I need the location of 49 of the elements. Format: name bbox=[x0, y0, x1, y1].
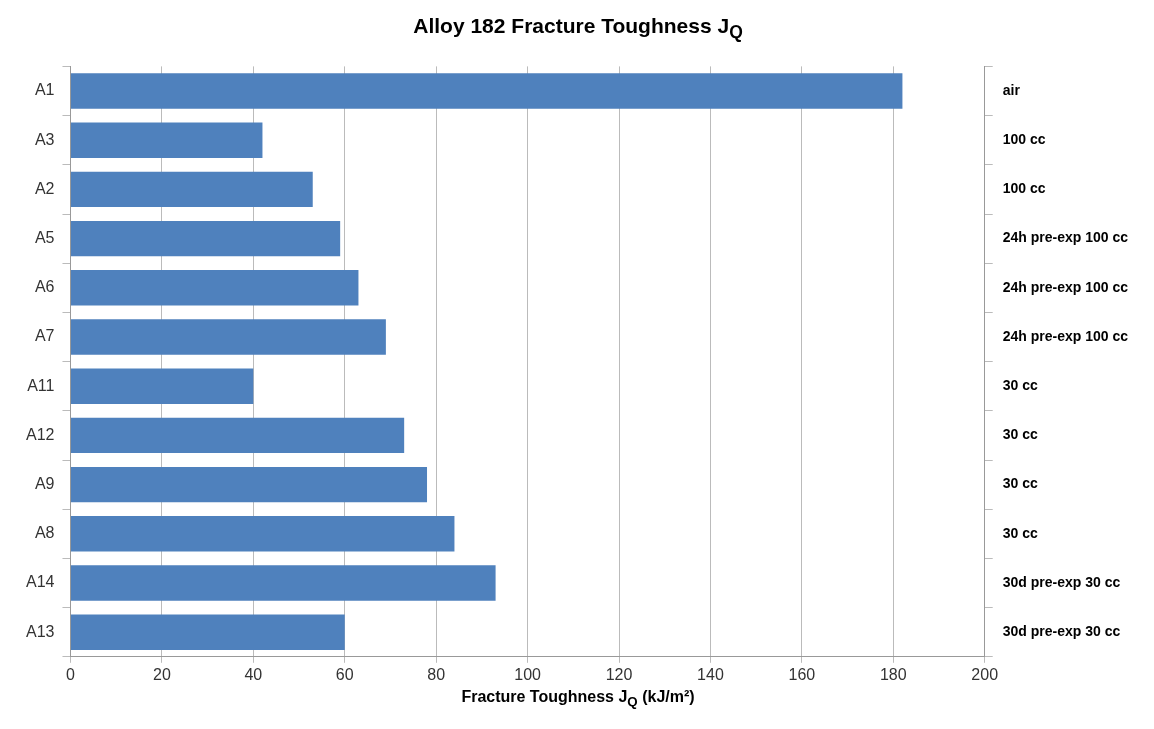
bar bbox=[70, 270, 359, 306]
x-tick-label: 180 bbox=[879, 665, 907, 683]
y2-tick-label: 30 cc bbox=[1002, 426, 1038, 443]
y-tick-label: A14 bbox=[26, 573, 55, 591]
bar bbox=[70, 466, 428, 503]
y-tick-label: A2 bbox=[34, 179, 55, 197]
x-tick-label: 120 bbox=[605, 665, 633, 683]
bar bbox=[70, 73, 903, 109]
x-tick-label: 80 bbox=[427, 665, 446, 683]
x-axis-title: Fracture Toughness J$_{Q}$ (kJ/m²) bbox=[460, 688, 696, 710]
y2-tick-label: 30 cc bbox=[1002, 377, 1038, 394]
x-tick-label: 0 bbox=[66, 665, 76, 683]
y2-tick-label: 24h pre-exp 100 cc bbox=[1002, 229, 1129, 246]
chart-title: Alloy 182 Fracture Toughness J$_{Q}$ bbox=[412, 13, 744, 45]
y-tick-label: A8 bbox=[34, 524, 55, 542]
y-tick-label: A6 bbox=[34, 278, 55, 296]
bar bbox=[70, 565, 496, 601]
bar bbox=[70, 417, 405, 454]
y-tick-label: A7 bbox=[34, 327, 55, 345]
y-tick-label: A1 bbox=[34, 81, 55, 99]
bar bbox=[70, 122, 263, 158]
y2-tick-label: 30d pre-exp 30 cc bbox=[1002, 573, 1121, 590]
x-tick-label: 60 bbox=[335, 665, 354, 683]
y-tick-label: A9 bbox=[34, 475, 55, 493]
y2-tick-label: 30 cc bbox=[1002, 524, 1038, 541]
y-tick-label: A12 bbox=[26, 425, 55, 443]
x-tick-label: 160 bbox=[788, 665, 816, 683]
y-tick-label: A3 bbox=[34, 130, 55, 148]
x-tick-label: 20 bbox=[152, 665, 171, 683]
bar bbox=[70, 220, 341, 257]
y2-tick-label: air bbox=[1002, 81, 1021, 98]
bar bbox=[70, 516, 455, 552]
bar bbox=[70, 368, 254, 404]
y2-tick-label: 100 cc bbox=[1002, 180, 1046, 197]
bar bbox=[70, 614, 345, 650]
bar bbox=[70, 319, 386, 355]
y-tick-label: A5 bbox=[34, 229, 55, 247]
y2-tick-label: 30 cc bbox=[1002, 475, 1038, 492]
y2-tick-label: 30d pre-exp 30 cc bbox=[1002, 623, 1121, 640]
y2-tick-label: 100 cc bbox=[1002, 131, 1046, 148]
y-tick-label: A11 bbox=[27, 376, 55, 394]
x-tick-label: 100 bbox=[514, 665, 542, 683]
y2-tick-label: 24h pre-exp 100 cc bbox=[1002, 327, 1129, 344]
y-tick-label: A13 bbox=[26, 622, 55, 640]
bar bbox=[70, 171, 313, 208]
x-tick-label: 140 bbox=[697, 665, 724, 683]
x-tick-label: 200 bbox=[971, 665, 999, 683]
x-tick-label: 40 bbox=[244, 665, 263, 683]
y2-tick-label: 24h pre-exp 100 cc bbox=[1002, 278, 1129, 295]
